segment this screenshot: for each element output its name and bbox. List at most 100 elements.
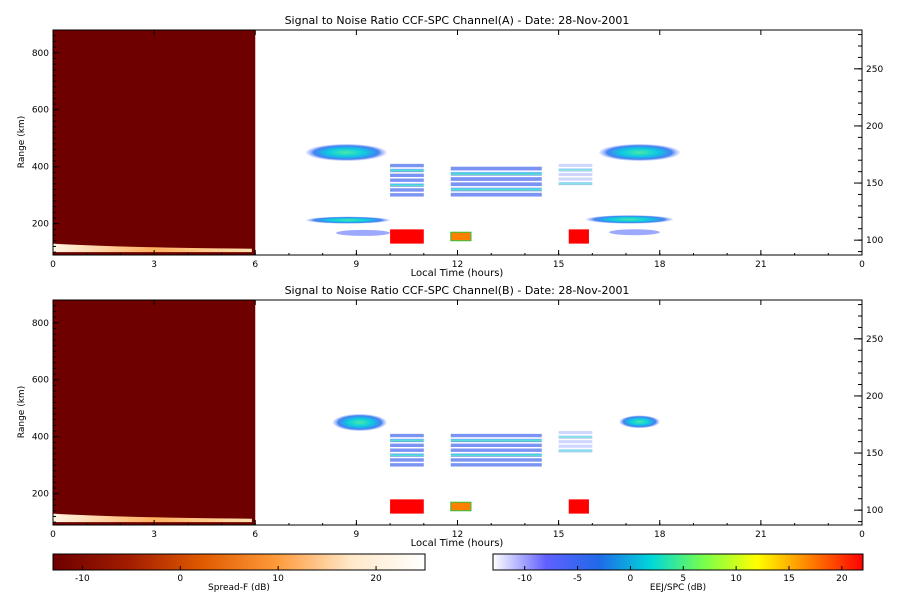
echo-strip xyxy=(558,163,593,167)
echo-strip xyxy=(390,193,424,197)
x-tick-label: 12 xyxy=(452,530,463,540)
echo-strip xyxy=(558,177,593,181)
echo-strip xyxy=(390,453,424,457)
y-tick-label: 800 xyxy=(32,49,49,59)
echo-region xyxy=(619,415,660,429)
echo-strip xyxy=(450,458,542,462)
y-tick-label: 200 xyxy=(32,220,49,230)
y2-tick-label: 150 xyxy=(866,179,883,189)
y2-tick-label: 100 xyxy=(866,236,883,246)
colorbar-tick-label: 15 xyxy=(783,574,794,584)
echo-strip xyxy=(390,433,424,438)
echo-strip xyxy=(450,192,542,197)
panel-b-xlabel: Local Time (hours) xyxy=(411,538,504,549)
x-tick-label: 15 xyxy=(553,530,564,540)
colorbar-tick-label: 20 xyxy=(836,574,848,584)
panel-b-ylabel: Range (km) xyxy=(17,386,27,438)
colorbar-tick-label: -5 xyxy=(573,574,582,584)
echo-strip xyxy=(390,168,424,173)
panel-b-plot xyxy=(53,300,660,525)
echo-strip xyxy=(450,463,542,467)
x-tick-label: 0 xyxy=(50,530,56,540)
y-tick-label: 400 xyxy=(32,433,49,443)
eej-colorbar-label: EEJ/SPC (dB) xyxy=(650,583,706,593)
x-tick-label: 21 xyxy=(755,530,766,540)
echo-strip xyxy=(558,172,593,177)
colorbar-tick-label: 20 xyxy=(370,574,382,584)
y2-tick-label: 250 xyxy=(866,335,883,345)
x-tick-label: 18 xyxy=(654,530,666,540)
echo-strip xyxy=(390,183,424,187)
y-tick-label: 600 xyxy=(32,376,49,386)
echo-strip xyxy=(450,187,542,192)
panel-a-xlabel: Local Time (hours) xyxy=(411,268,504,279)
echo-strip xyxy=(558,444,593,448)
spread-f-colorbar xyxy=(52,553,426,571)
colorbar-tick-label: 10 xyxy=(730,574,742,584)
x-tick-label: 6 xyxy=(252,530,258,540)
electrojet-block xyxy=(450,501,472,512)
echo-strip xyxy=(558,440,593,444)
echo-strip xyxy=(450,453,542,457)
echo-region xyxy=(585,215,674,224)
echo-strip xyxy=(450,177,542,181)
y2-tick-label: 200 xyxy=(866,122,883,132)
y-tick-label: 600 xyxy=(32,106,49,116)
eej-colorbar-ticks: -10 -5 0 5 10 15 20 xyxy=(517,566,848,584)
y2-tick-label: 250 xyxy=(866,65,883,75)
echo-region xyxy=(599,143,680,162)
y-tick-label: 800 xyxy=(32,319,49,329)
echo-strip xyxy=(450,182,542,187)
panel-b-title: Signal to Noise Ratio CCF-SPC Channel(B)… xyxy=(285,284,630,297)
spread-f-colorbar-label: Spread-F (dB) xyxy=(208,583,270,593)
echo-strip xyxy=(558,168,593,172)
echo-region xyxy=(558,431,593,453)
echo-strip xyxy=(450,443,542,448)
y-tick-label: 400 xyxy=(32,163,49,173)
echo-strip xyxy=(390,188,424,192)
spread-f-trace xyxy=(53,243,252,253)
echo-strip xyxy=(558,182,593,186)
electrojet-block xyxy=(390,499,424,514)
x-tick-label: 3 xyxy=(151,530,157,540)
panel-b-axes: 0 3 6 9 12 15 18 21 0 200 400 600 800 100 150 200 250 xyxy=(32,300,883,540)
x-tick-label: 12 xyxy=(452,260,463,270)
echo-strip xyxy=(450,448,542,452)
echo-region xyxy=(450,166,542,197)
electrojet-block xyxy=(390,229,424,244)
echo-region xyxy=(305,216,391,224)
x-tick-label: 3 xyxy=(151,260,157,270)
y2-tick-label: 100 xyxy=(866,506,883,516)
x-tick-label: 0 xyxy=(50,260,56,270)
echo-strip xyxy=(450,433,542,438)
echo-strip xyxy=(390,443,424,448)
colorbar-tick-label: -10 xyxy=(517,574,532,584)
spread-f-colorbar-ticks: -10 0 10 20 xyxy=(75,566,382,584)
y-tick-label: 200 xyxy=(32,490,49,500)
echo-region xyxy=(450,433,542,467)
colorbar-tick-label: 10 xyxy=(272,574,284,584)
eej-colorbar xyxy=(492,553,864,571)
x-tick-label: 9 xyxy=(354,530,360,540)
x-tick-label: 21 xyxy=(755,260,766,270)
spread-f-trace xyxy=(53,513,252,523)
echo-strip xyxy=(390,163,424,168)
echo-strip xyxy=(450,438,542,443)
echo-region xyxy=(390,433,424,467)
echo-strip xyxy=(450,166,542,171)
echo-strip xyxy=(558,449,593,453)
echo-region xyxy=(305,143,387,162)
panel-a-plot xyxy=(53,30,680,255)
x-tick-label: 0 xyxy=(859,530,865,540)
electrojet-block xyxy=(568,499,589,514)
echo-strip xyxy=(390,178,424,182)
echo-region xyxy=(336,229,391,236)
echo-strip xyxy=(450,171,542,176)
colorbar-tick-label: 0 xyxy=(177,574,183,584)
y2-tick-label: 200 xyxy=(866,392,883,402)
echo-strip xyxy=(390,438,424,443)
echo-strip xyxy=(558,435,593,439)
echo-region xyxy=(609,229,660,236)
panel-a-axes: 0 3 6 9 12 15 18 21 0 200 400 600 800 100 150 200 250 xyxy=(32,30,883,270)
